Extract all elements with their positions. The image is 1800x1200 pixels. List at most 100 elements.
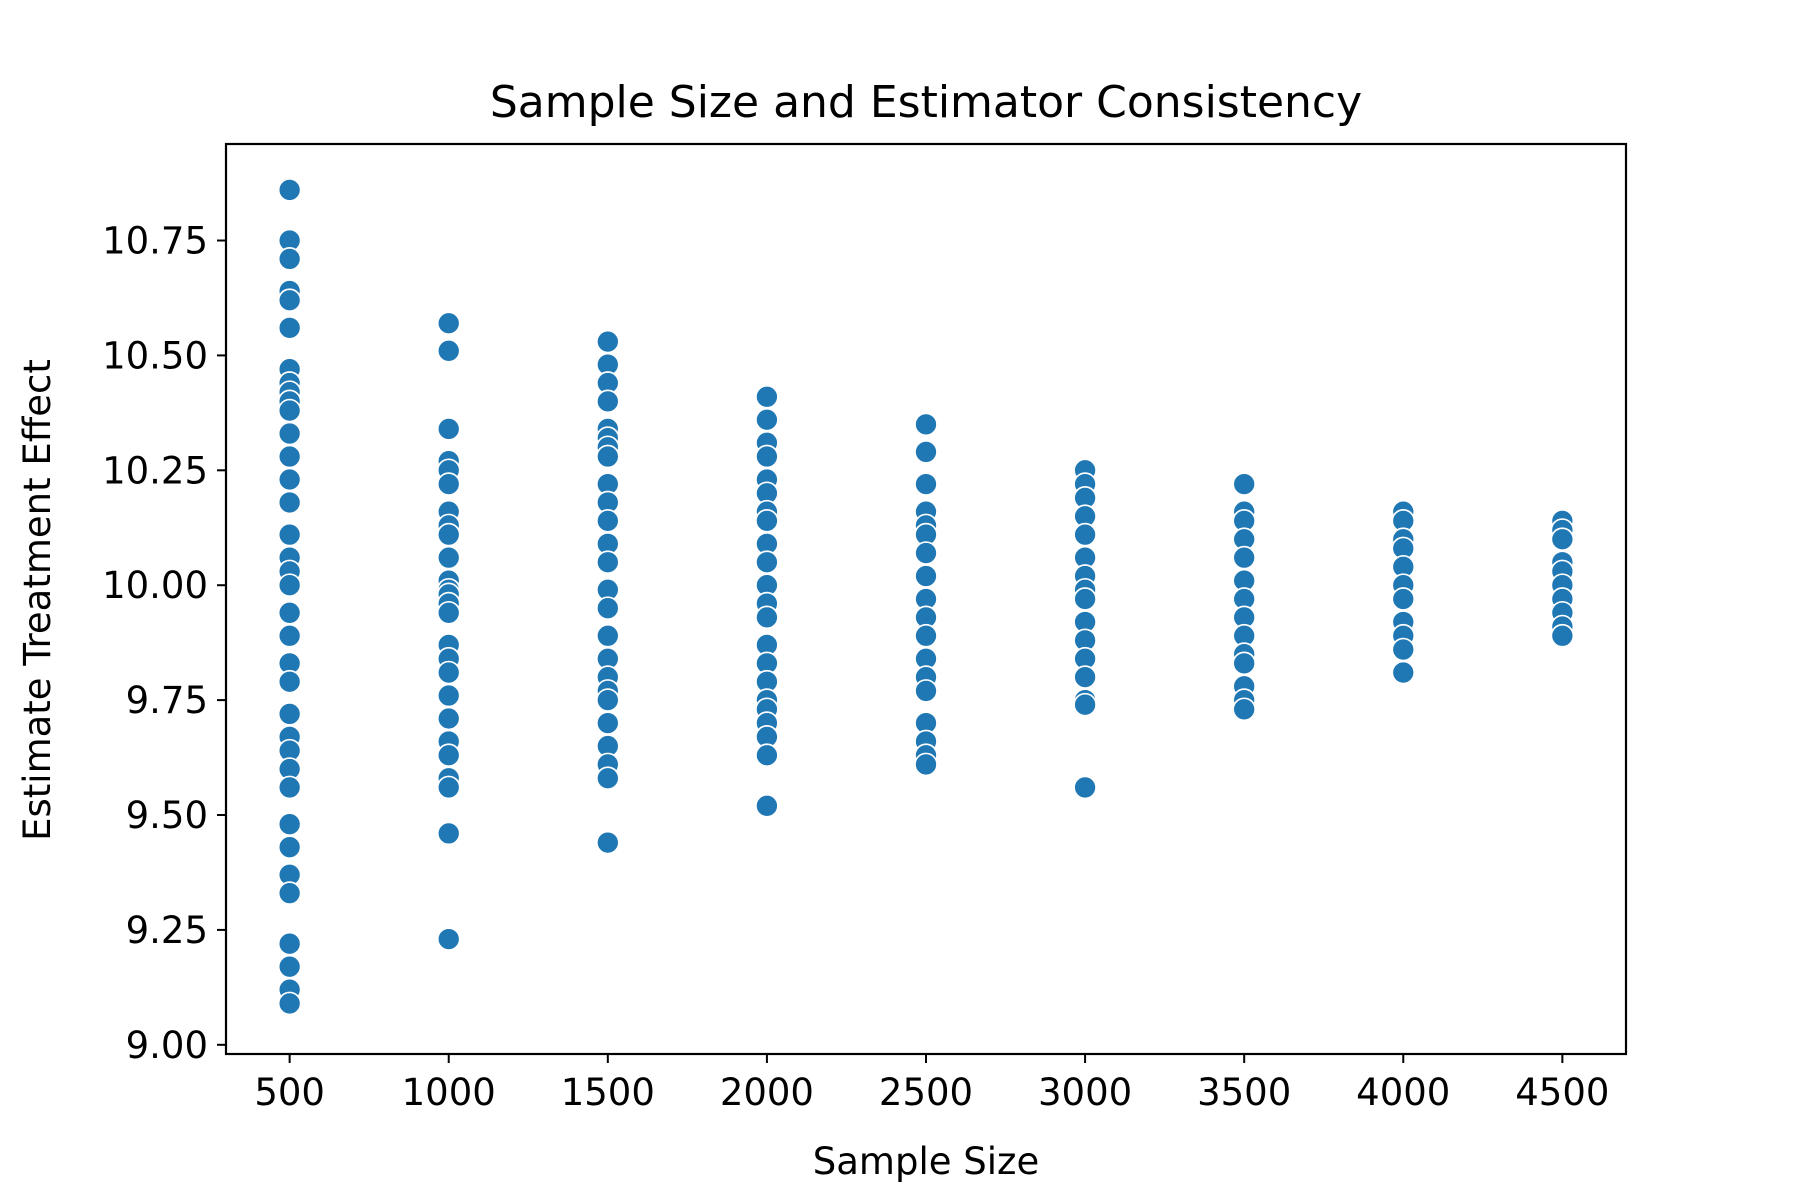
data-point — [914, 412, 938, 437]
data-point — [436, 683, 461, 708]
data-point — [436, 311, 461, 336]
data-point — [914, 541, 938, 565]
data-point — [436, 417, 461, 441]
data-point — [914, 679, 938, 703]
data-point — [914, 623, 938, 648]
data-point — [1073, 522, 1097, 547]
data-point — [755, 407, 779, 432]
data-point — [277, 421, 302, 446]
x-tick-label: 2000 — [720, 1071, 814, 1114]
data-point — [277, 247, 302, 271]
plot-area-frame — [224, 142, 1628, 1056]
data-point — [595, 389, 620, 414]
data-point — [277, 881, 302, 905]
data-point — [277, 931, 302, 956]
data-point — [595, 509, 620, 533]
data-point — [277, 398, 302, 423]
data-point — [595, 688, 620, 712]
x-axis-title: Sample Size — [813, 1140, 1039, 1183]
x-tick-label: 1000 — [402, 1071, 496, 1114]
data-point — [595, 550, 620, 575]
y-axis-title: Estimate Treatment Effect — [16, 359, 59, 841]
data-point — [277, 288, 302, 313]
x-tick-label: 1500 — [561, 1071, 655, 1114]
data-point — [436, 743, 461, 768]
data-point — [436, 775, 461, 800]
data-point — [595, 766, 620, 791]
data-point — [277, 178, 302, 202]
data-point — [595, 623, 620, 648]
data-point — [595, 830, 620, 855]
data-point — [277, 573, 302, 598]
data-point — [1073, 775, 1097, 800]
data-point — [277, 490, 302, 515]
data-point — [436, 600, 461, 625]
data-point — [595, 711, 620, 735]
data-point — [755, 605, 779, 630]
data-point — [1391, 587, 1416, 611]
data-point — [277, 991, 302, 1016]
y-tick-label: 10.25 — [102, 449, 208, 492]
data-point — [436, 927, 461, 951]
data-point — [1550, 527, 1575, 552]
data-point — [755, 743, 779, 768]
data-point — [277, 775, 302, 800]
data-point — [277, 315, 302, 340]
data-point — [1550, 623, 1575, 648]
data-point — [755, 550, 779, 575]
data-point — [277, 467, 302, 492]
data-point — [914, 472, 938, 496]
data-point — [277, 623, 302, 648]
x-tick-label: 500 — [254, 1071, 325, 1114]
data-point — [436, 706, 461, 731]
data-point — [914, 564, 938, 588]
data-point — [277, 812, 302, 837]
data-point — [277, 522, 302, 547]
data-point — [595, 329, 620, 354]
data-point — [1232, 651, 1257, 676]
y-tick-label: 10.00 — [102, 564, 208, 607]
x-axis-ticks: 500 1000 1500 2000 2500 3000 3500 4000 4500 — [254, 1054, 1609, 1114]
data-point — [755, 444, 779, 469]
data-point — [914, 752, 938, 777]
data-point — [277, 600, 302, 625]
chart-title: Sample Size and Estimator Consistency — [490, 77, 1362, 128]
data-point — [1073, 692, 1097, 717]
data-point — [755, 384, 779, 409]
y-tick-label: 10.50 — [102, 334, 208, 377]
data-point — [1391, 660, 1416, 685]
x-tick-label: 3500 — [1197, 1071, 1291, 1114]
data-point — [755, 509, 779, 533]
data-point — [277, 954, 302, 979]
y-axis-ticks: 9.00 9.25 9.50 9.75 10.00 10.25 10.50 10.75 — [102, 220, 226, 1067]
data-point — [436, 338, 461, 363]
x-tick-label: 4500 — [1515, 1071, 1609, 1114]
y-tick-label: 9.75 — [126, 679, 208, 722]
data-point — [436, 545, 461, 570]
data-point — [436, 821, 461, 846]
data-point — [277, 835, 302, 860]
data-point — [1391, 637, 1416, 662]
data-point — [1232, 472, 1257, 496]
x-tick-label: 3000 — [1038, 1071, 1132, 1114]
data-point — [1232, 697, 1257, 722]
data-point — [755, 793, 779, 818]
y-tick-label: 10.75 — [102, 220, 208, 263]
data-point — [595, 444, 620, 469]
x-tick-label: 4000 — [1356, 1071, 1450, 1114]
y-tick-label: 9.50 — [126, 794, 208, 837]
data-point — [436, 660, 461, 685]
data-points — [277, 178, 1575, 1016]
data-point — [1073, 587, 1097, 611]
data-point — [1073, 665, 1097, 689]
y-tick-label: 9.00 — [126, 1024, 208, 1067]
data-point — [595, 596, 620, 621]
data-point — [436, 522, 461, 547]
x-tick-label: 2500 — [879, 1071, 973, 1114]
data-point — [436, 472, 461, 496]
data-point — [914, 440, 938, 464]
data-point — [277, 444, 302, 469]
